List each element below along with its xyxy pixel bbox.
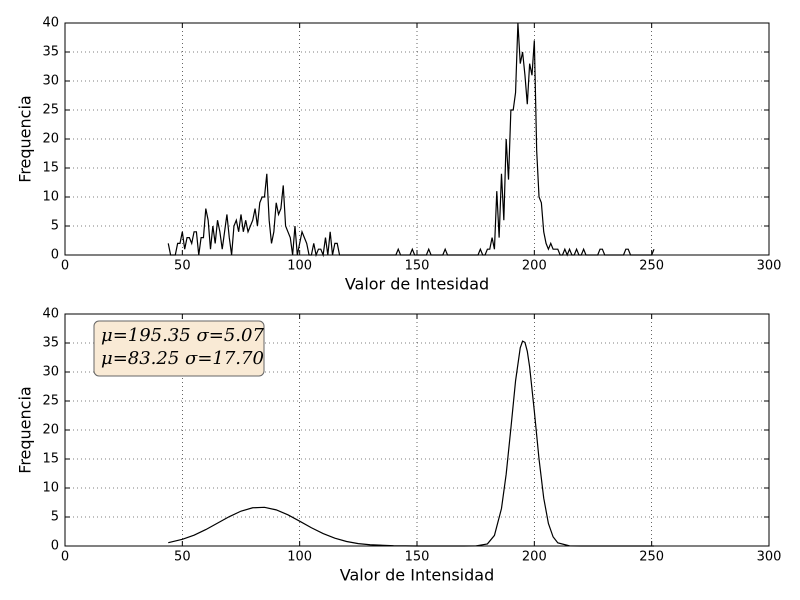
x-tick-label: 200 [522, 550, 547, 565]
y-tick-label: 25 [42, 103, 59, 118]
axes-frame [64, 313, 770, 547]
y-tick-label: 30 [42, 365, 59, 380]
x-tick-label: 300 [757, 550, 782, 565]
axes-frame [64, 22, 770, 256]
y-tick-label: 15 [42, 161, 59, 176]
y-tick-label: 40 [42, 307, 59, 322]
y-tick-label: 10 [42, 190, 59, 205]
x-tick-label: 250 [639, 550, 664, 565]
y-tick-label: 20 [42, 132, 59, 147]
y-tick-label: 40 [42, 16, 59, 31]
x-axis-label: Valor de Intesidad [345, 275, 489, 294]
x-tick-label: 50 [174, 550, 191, 565]
annotation: μ=83.25 σ=17.70 [101, 348, 264, 369]
x-axis-label: Valor de Intensidad [340, 566, 495, 585]
y-tick-label: 15 [42, 452, 59, 467]
y-tick-label: 5 [51, 510, 59, 525]
x-tick-label: 50 [174, 259, 191, 274]
x-tick-label: 200 [522, 259, 547, 274]
y-tick-label: 35 [42, 45, 59, 60]
x-tick-label: 0 [61, 550, 69, 565]
x-tick-label: 0 [61, 259, 69, 274]
y-tick-label: 30 [42, 74, 59, 89]
y-tick-label: 35 [42, 336, 59, 351]
y-tick-label: 20 [42, 423, 59, 438]
x-tick-label: 150 [405, 550, 430, 565]
y-axis-label: Frequencia [16, 386, 35, 473]
annotation: μ=195.35 σ=5.07 [101, 325, 264, 346]
x-tick-label: 250 [639, 259, 664, 274]
y-tick-label: 10 [42, 481, 59, 496]
x-tick-label: 150 [405, 259, 430, 274]
y-tick-label: 0 [51, 248, 59, 263]
y-tick-label: 25 [42, 394, 59, 409]
y-tick-label: 5 [51, 219, 59, 234]
annotation-box [93, 320, 265, 377]
y-tick-label: 0 [51, 539, 59, 554]
y-axis-label: Frequencia [16, 95, 35, 182]
x-tick-label: 300 [757, 259, 782, 274]
x-tick-label: 100 [287, 259, 312, 274]
x-tick-label: 100 [287, 550, 312, 565]
